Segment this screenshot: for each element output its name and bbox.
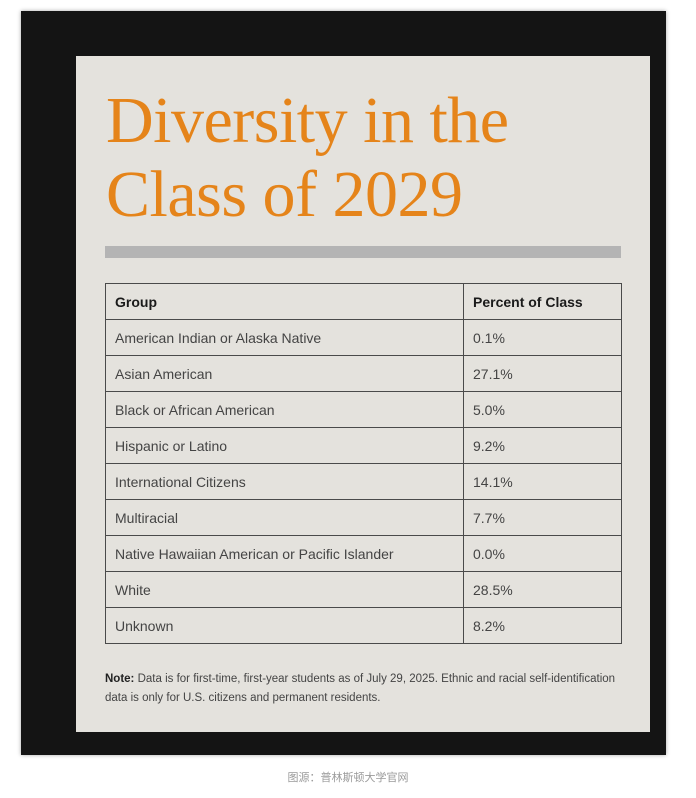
cell-percent: 0.0%	[463, 535, 622, 572]
cell-group: American Indian or Alaska Native	[105, 319, 464, 356]
cell-percent: 9.2%	[463, 427, 622, 464]
table-row: American Indian or Alaska Native 0.1%	[105, 319, 622, 356]
table-row: Multiracial 7.7%	[105, 499, 622, 536]
cell-group: Black or African American	[105, 391, 464, 428]
title-line-2: Class of 2029	[106, 158, 463, 231]
cell-group: Native Hawaiian American or Pacific Isla…	[105, 535, 464, 572]
note-text: Data is for first-time, first-year stude…	[105, 673, 616, 704]
cell-percent: 5.0%	[463, 391, 622, 428]
table-row: White 28.5%	[105, 571, 622, 608]
divider-bar	[105, 246, 621, 258]
table-header-row: Group Percent of Class	[105, 283, 622, 320]
cell-percent: 7.7%	[463, 499, 622, 536]
table-row: Native Hawaiian American or Pacific Isla…	[105, 535, 622, 572]
cell-group: Hispanic or Latino	[105, 427, 464, 464]
table-row: International Citizens 14.1%	[105, 463, 622, 500]
column-header-percent: Percent of Class	[463, 283, 622, 320]
note-label: Note:	[105, 673, 135, 685]
cell-group: Multiracial	[105, 499, 464, 536]
title-line-1: Diversity in the	[106, 84, 509, 157]
table-row: Asian American 27.1%	[105, 355, 622, 392]
page-title: Diversity in the Class of 2029	[106, 84, 509, 232]
cell-percent: 0.1%	[463, 319, 622, 356]
cell-group: White	[105, 571, 464, 608]
image-source-caption: 图源：普林斯顿大学官网	[287, 771, 409, 784]
infographic-card: Diversity in the Class of 2029 Group Perc…	[76, 56, 650, 732]
cell-group: Unknown	[105, 607, 464, 644]
diversity-table: Group Percent of Class American Indian o…	[105, 283, 622, 644]
table-row: Unknown 8.2%	[105, 607, 622, 644]
table-row: Black or African American 5.0%	[105, 391, 622, 428]
cell-percent: 8.2%	[463, 607, 622, 644]
cell-percent: 28.5%	[463, 571, 622, 608]
image-frame: Diversity in the Class of 2029 Group Perc…	[21, 11, 666, 755]
table-row: Hispanic or Latino 9.2%	[105, 427, 622, 464]
cell-group: Asian American	[105, 355, 464, 392]
cell-percent: 14.1%	[463, 463, 622, 500]
footnote: Note: Data is for first-time, first-year…	[105, 670, 625, 708]
column-header-group: Group	[105, 283, 464, 320]
cell-group: International Citizens	[105, 463, 464, 500]
cell-percent: 27.1%	[463, 355, 622, 392]
